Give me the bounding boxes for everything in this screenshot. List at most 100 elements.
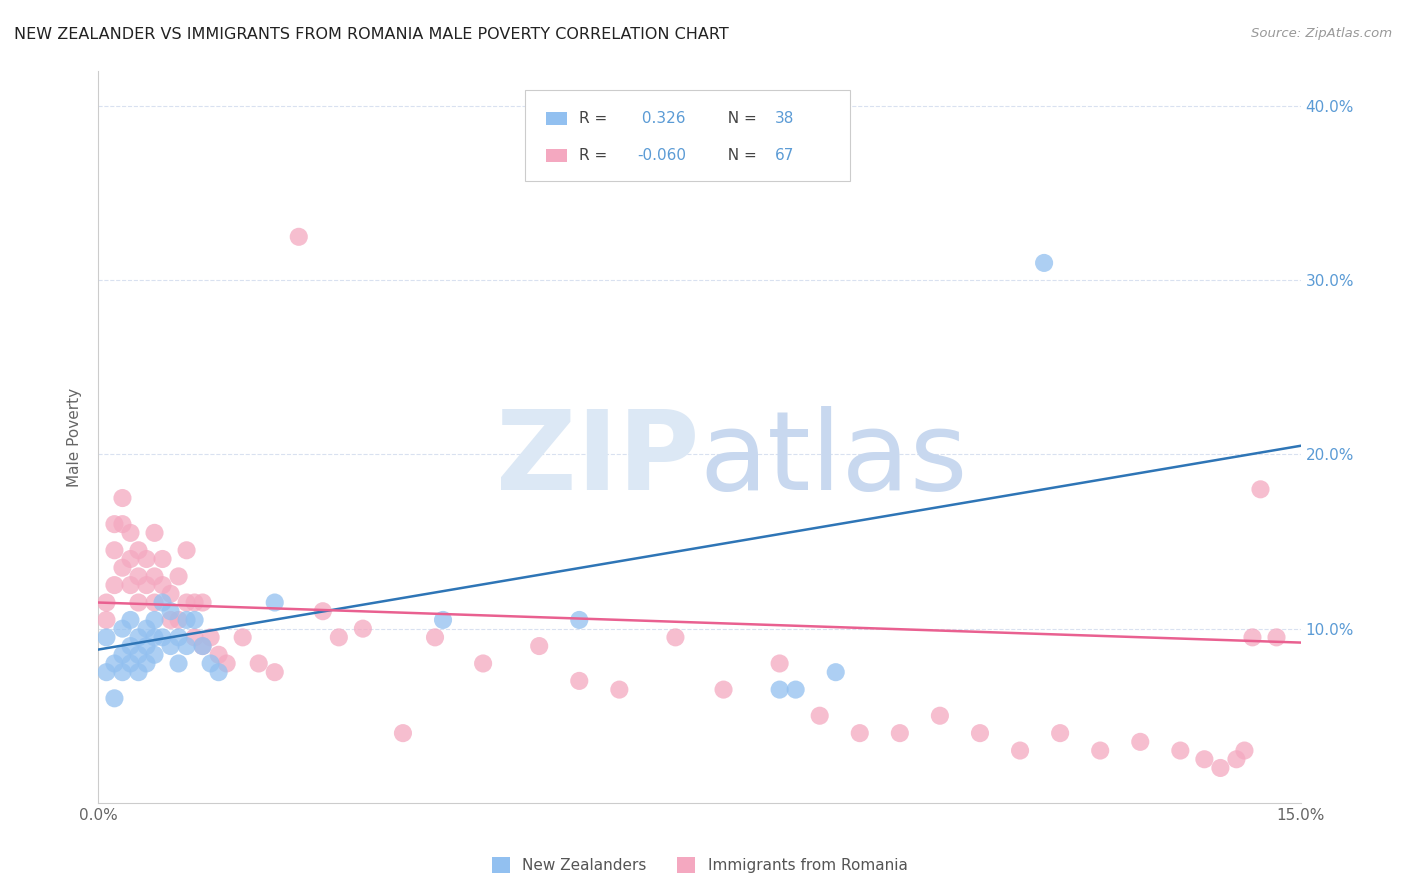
Text: N =: N = [717, 148, 761, 163]
Point [111, 648, 134, 662]
Point [135, 639, 157, 653]
Point [568, 673, 591, 688]
Point [167, 569, 190, 583]
Point [191, 639, 214, 653]
Point [167, 613, 190, 627]
Point [200, 657, 222, 671]
Point [208, 648, 231, 662]
Text: R =: R = [579, 148, 613, 163]
Point [143, 595, 166, 609]
Point [785, 682, 807, 697]
Point [96, 665, 118, 680]
Point [1225, 752, 1247, 766]
Point [824, 665, 846, 680]
Point [849, 726, 872, 740]
Point [120, 552, 142, 566]
Point [103, 691, 125, 706]
Point [969, 726, 991, 740]
Point [432, 613, 454, 627]
Point [143, 525, 166, 540]
Point [263, 595, 285, 609]
Point [159, 613, 181, 627]
Point [183, 595, 205, 609]
Point [111, 622, 134, 636]
Point [1194, 752, 1216, 766]
Point [128, 595, 150, 609]
Point [120, 639, 142, 653]
Point [1233, 743, 1256, 757]
Legend: New Zealanders, Immigrants from Romania: New Zealanders, Immigrants from Romania [485, 851, 914, 880]
Point [1049, 726, 1071, 740]
Point [135, 552, 157, 566]
Point [128, 648, 150, 662]
FancyBboxPatch shape [526, 90, 849, 181]
Point [568, 613, 591, 627]
Point [1010, 743, 1032, 757]
Point [200, 631, 222, 645]
Point [889, 726, 911, 740]
Point [103, 543, 125, 558]
Point [183, 631, 205, 645]
Point [263, 665, 285, 680]
Point [96, 613, 118, 627]
Text: N =: N = [717, 112, 761, 127]
Point [96, 595, 118, 609]
Point [128, 569, 150, 583]
Point [143, 569, 166, 583]
Point [176, 595, 198, 609]
Point [808, 708, 831, 723]
Point [120, 657, 142, 671]
Point [183, 613, 205, 627]
Point [176, 613, 198, 627]
Point [152, 631, 174, 645]
Point [143, 613, 166, 627]
Text: Source: ZipAtlas.com: Source: ZipAtlas.com [1251, 27, 1392, 40]
Point [392, 726, 415, 740]
Point [143, 648, 166, 662]
Text: -0.060: -0.060 [637, 148, 686, 163]
Point [135, 622, 157, 636]
Y-axis label: Male Poverty: Male Poverty [67, 387, 83, 487]
Point [111, 517, 134, 532]
Point [111, 665, 134, 680]
Point [135, 578, 157, 592]
Point [1265, 631, 1288, 645]
Point [423, 631, 446, 645]
Text: atlas: atlas [700, 406, 967, 513]
Point [247, 657, 270, 671]
Point [1170, 743, 1192, 757]
FancyBboxPatch shape [546, 112, 567, 126]
Point [529, 639, 551, 653]
Point [103, 517, 125, 532]
Point [96, 631, 118, 645]
Point [472, 657, 495, 671]
Point [609, 682, 631, 697]
Point [152, 552, 174, 566]
Point [120, 613, 142, 627]
Point [135, 657, 157, 671]
Text: 38: 38 [775, 112, 794, 127]
Point [1033, 256, 1056, 270]
Point [288, 229, 311, 244]
Point [1088, 743, 1111, 757]
Point [191, 639, 214, 653]
Point [128, 665, 150, 680]
Point [191, 595, 214, 609]
Point [143, 631, 166, 645]
Text: 0.326: 0.326 [637, 112, 686, 127]
Point [312, 604, 335, 618]
FancyBboxPatch shape [546, 149, 567, 162]
Point [111, 560, 134, 574]
Point [1250, 483, 1272, 497]
Point [713, 682, 735, 697]
Point [128, 631, 150, 645]
Point [769, 682, 792, 697]
Point [352, 622, 374, 636]
Point [120, 525, 142, 540]
Point [1209, 761, 1232, 775]
Text: NEW ZEALANDER VS IMMIGRANTS FROM ROMANIA MALE POVERTY CORRELATION CHART: NEW ZEALANDER VS IMMIGRANTS FROM ROMANIA… [14, 27, 728, 42]
Point [152, 578, 174, 592]
Point [159, 604, 181, 618]
Point [328, 631, 350, 645]
Point [929, 708, 952, 723]
